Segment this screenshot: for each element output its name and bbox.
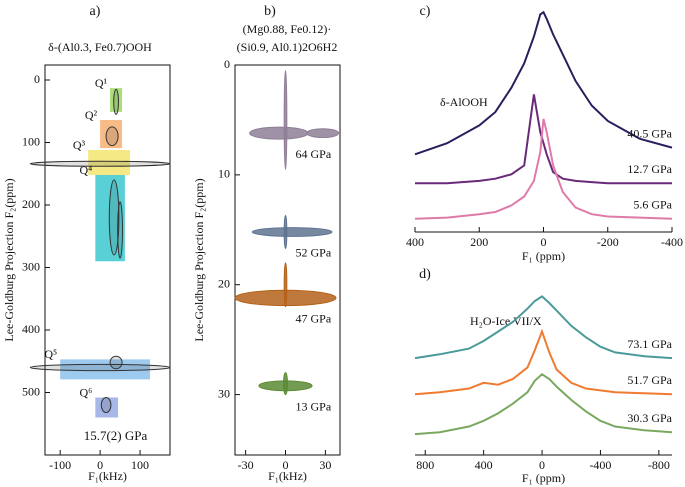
x-tick-label: -400 <box>589 458 611 472</box>
y-tick-label: 30 <box>218 386 230 400</box>
y-tick-label: 20 <box>218 276 230 290</box>
x-axis-label: F₁ (ppm) <box>522 249 565 263</box>
series-label: 52 GPa <box>296 246 332 260</box>
series-label: 64 GPa <box>296 147 332 161</box>
region-label: Q⁵ <box>44 347 57 361</box>
chart-title: δ-(Al0.3, Fe0.7)OOH <box>48 40 152 54</box>
x-tick-label: 30 <box>319 458 331 472</box>
region <box>95 397 119 418</box>
x-tick-label: 800 <box>416 458 434 472</box>
x-tick-label: 400 <box>406 235 424 249</box>
peak <box>306 128 340 139</box>
x-tick-label: 0 <box>539 458 545 472</box>
y-tick-label: 200 <box>22 197 40 211</box>
series-label: 13 GPa <box>296 400 332 414</box>
spectrum-line <box>414 10 673 156</box>
annotation: 15.7(2) GPa <box>84 428 148 443</box>
plot-area <box>234 64 341 456</box>
plot-area <box>44 64 171 456</box>
peak <box>283 372 288 396</box>
region <box>88 150 131 175</box>
panel-label: c) <box>420 4 431 19</box>
plot-frame <box>234 64 341 456</box>
y-tick-label: 300 <box>22 259 40 273</box>
series-label: 30.3 GPa <box>627 411 672 425</box>
spectrum-line <box>414 373 673 436</box>
peak <box>283 215 288 249</box>
series-label: 12.7 GPa <box>627 162 672 176</box>
region-label: Q¹ <box>95 76 108 90</box>
y-axis-label: Lee-Goldburg Projection F₂(ppm) <box>2 178 16 341</box>
x-tick-label: 100 <box>131 458 149 472</box>
spectrum-line <box>414 295 673 360</box>
peak <box>109 355 123 370</box>
x-tick-label: 0 <box>97 458 103 472</box>
region <box>110 88 123 112</box>
panel-label: a) <box>90 4 101 19</box>
y-tick-label: 100 <box>22 134 40 148</box>
series-label: 73.1 GPa <box>627 337 672 351</box>
peak <box>113 88 119 115</box>
series-label: 51.7 GPa <box>627 373 672 387</box>
x-tick-label: -200 <box>597 235 619 249</box>
region-label: Q⁶ <box>79 385 92 399</box>
peak <box>105 126 119 147</box>
annotation: H₂O-Ice VII/X <box>470 314 542 328</box>
plot-frame <box>44 64 171 456</box>
y-tick-label: 400 <box>22 322 40 336</box>
region-label: Q² <box>85 108 98 122</box>
x-axis-label: F₁(kHz) <box>88 469 127 483</box>
x-tick-label: 0 <box>541 235 547 249</box>
y-tick-label: 500 <box>22 384 40 398</box>
peak <box>283 262 288 308</box>
x-tick-label: -800 <box>648 458 670 472</box>
region-label: Q³ <box>73 138 86 152</box>
annotation: δ-AlOOH <box>440 95 488 109</box>
x-axis-label: F₁ (ppm) <box>522 471 565 485</box>
x-tick-label: -30 <box>238 458 254 472</box>
peak <box>117 201 123 259</box>
x-axis-label: F₁(kHz) <box>268 469 307 483</box>
region <box>100 120 123 149</box>
x-tick-label: 0 <box>283 458 289 472</box>
spectrum-line <box>414 328 673 396</box>
y-axis-label: Lee-Goldburg Projection F₂(ppm) <box>192 178 206 341</box>
x-tick-label: 400 <box>475 458 493 472</box>
y-tick-label: 0 <box>34 72 40 86</box>
x-tick-label: -400 <box>661 235 683 249</box>
series-label: 5.6 GPa <box>633 197 672 211</box>
panel-label: d) <box>419 267 431 282</box>
peak <box>249 126 309 140</box>
chart-title: (Mg0.88, Fe0.12)· <box>243 22 332 36</box>
series-label: 40.5 GPa <box>627 126 672 140</box>
y-tick-label: 0 <box>224 57 230 71</box>
peak <box>283 69 288 170</box>
peak <box>108 179 120 256</box>
spectrum-line <box>415 94 672 185</box>
x-tick-label: 200 <box>470 235 488 249</box>
peak <box>29 160 171 167</box>
peak <box>100 397 112 413</box>
x-tick-label: -100 <box>49 458 71 472</box>
region <box>95 175 125 262</box>
panel-label: b) <box>264 4 276 19</box>
spectrum-line <box>414 118 673 220</box>
chart-title: (Si0.9, Al0.1)2O6H2 <box>237 40 338 54</box>
series-label: 47 GPa <box>296 312 332 326</box>
y-tick-label: 10 <box>218 167 230 181</box>
peak <box>251 227 333 237</box>
peak <box>29 363 171 372</box>
